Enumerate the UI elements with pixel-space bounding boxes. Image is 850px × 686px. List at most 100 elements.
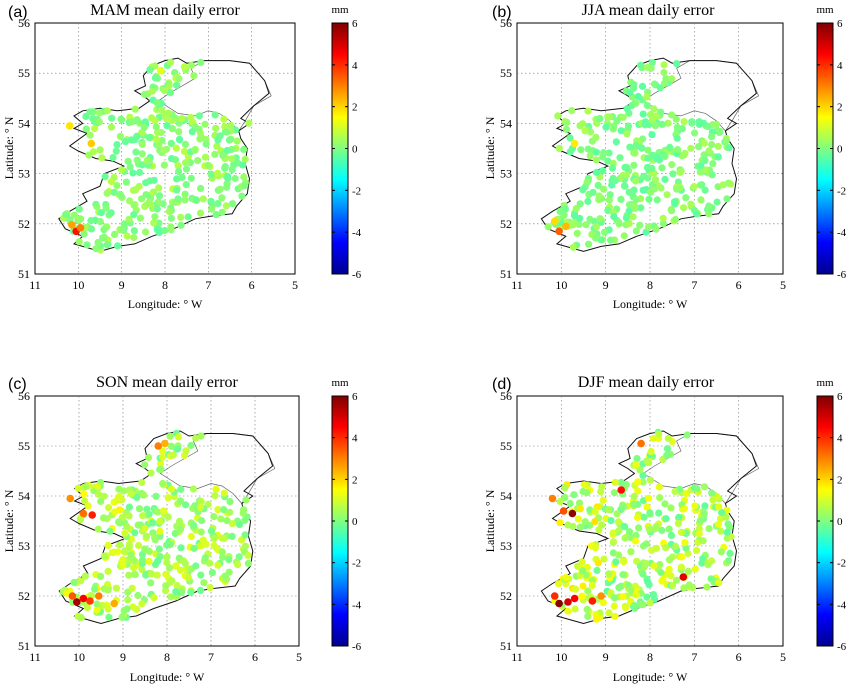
station-dot	[705, 202, 713, 210]
station-dot	[214, 200, 222, 208]
station-dot	[196, 503, 204, 511]
station-dot	[92, 245, 100, 253]
y-tick-label: 56	[500, 389, 512, 403]
colorbar: 6 4 2 0 -2 -4 -6	[816, 391, 847, 653]
station-dot-highlight	[562, 222, 570, 231]
station-dot	[651, 176, 660, 184]
station-dot-highlight	[156, 66, 165, 75]
stations	[59, 429, 252, 622]
station-dot	[214, 136, 222, 144]
station-dot	[167, 226, 175, 234]
station-dot	[172, 562, 180, 570]
station-dot	[649, 151, 657, 160]
station-dot	[633, 455, 641, 463]
station-dot	[566, 134, 574, 142]
station-dot	[214, 169, 222, 177]
station-dot	[165, 564, 174, 572]
map-plot: 11 10 9 8 7 6 5 51 52 53 54 55 56	[18, 389, 302, 664]
station-dot	[145, 134, 154, 142]
station-dot	[238, 536, 246, 544]
station-dot	[610, 122, 618, 130]
x-tick-label: 9	[603, 278, 609, 292]
station-dot	[133, 493, 141, 501]
x-axis-label: Longitude: ° W	[613, 297, 688, 311]
station-dot	[641, 118, 650, 126]
y-axis-label: Latitude: ° N	[483, 116, 497, 179]
station-dot	[615, 551, 623, 559]
station-dot	[611, 478, 619, 486]
station-dot	[708, 171, 716, 179]
station-dot	[576, 523, 585, 531]
station-dot	[167, 485, 175, 493]
station-dot-highlight	[555, 599, 563, 608]
colorbar-tick-label: 0	[837, 516, 843, 528]
station-dot	[687, 144, 695, 152]
station-dot	[97, 572, 105, 581]
station-dot	[224, 174, 232, 182]
station-dot	[601, 228, 609, 236]
station-dot	[722, 513, 730, 521]
station-dot	[566, 499, 574, 508]
station-dot	[166, 432, 174, 440]
station-dot	[112, 147, 120, 155]
station-dot	[155, 192, 164, 200]
station-dot	[241, 155, 249, 163]
station-dot	[123, 522, 131, 530]
x-axis-label: Longitude: ° W	[130, 670, 205, 684]
x-tick-label: 8	[647, 650, 653, 664]
station-dot	[690, 183, 698, 191]
station-dot	[677, 563, 686, 571]
colorbar-tick-label: -6	[837, 269, 847, 281]
station-dot	[213, 142, 221, 150]
station-dot	[126, 163, 134, 171]
station-dot	[192, 196, 200, 204]
station-dot	[200, 579, 208, 587]
station-dot	[592, 234, 600, 242]
station-dot	[646, 599, 654, 607]
colorbar-tick-label: -4	[352, 599, 362, 611]
panel-c: (c) SON mean daily error 11 10 9 8 7 6 5 51 52 53…	[2, 374, 362, 684]
station-dot	[636, 466, 644, 474]
station-dot	[569, 221, 577, 229]
station-dot	[584, 197, 592, 205]
station-dot	[211, 111, 219, 119]
station-dot	[116, 191, 125, 199]
y-tick-label: 53	[500, 167, 512, 181]
station-dot	[646, 111, 655, 119]
station-dot	[130, 201, 138, 209]
x-tick-label: 6	[736, 278, 742, 292]
station-dot	[168, 577, 176, 585]
station-dot	[593, 566, 601, 575]
station-dot	[93, 202, 101, 211]
station-dot	[241, 182, 249, 190]
station-dot	[145, 510, 153, 518]
station-dot	[168, 125, 176, 133]
station-dot	[700, 483, 709, 491]
colorbar-tick-label: -6	[837, 641, 847, 653]
station-dot	[151, 213, 159, 221]
station-dot	[605, 609, 613, 617]
station-dot	[244, 559, 252, 568]
station-dot	[612, 558, 620, 566]
station-dot	[652, 112, 660, 120]
station-dot	[208, 569, 216, 577]
station-dot	[220, 489, 228, 497]
station-dot-highlight	[161, 439, 169, 448]
station-dot	[697, 196, 705, 204]
station-dot	[86, 131, 94, 139]
station-dot	[244, 551, 252, 560]
station-dot	[636, 221, 644, 229]
station-dot	[74, 484, 82, 492]
station-dot	[703, 583, 711, 591]
station-dot	[233, 137, 241, 145]
x-tick-label: 8	[162, 278, 168, 292]
station-dot	[240, 173, 248, 181]
station-dot-highlight	[637, 439, 645, 448]
station-dot	[715, 503, 723, 511]
panel-d: (d) DJF mean daily error 11 10 9 8 7 6 5 51 52 53…	[483, 374, 847, 684]
station-dot-highlight	[88, 511, 96, 519]
station-dot	[684, 549, 692, 558]
panel-title: MAM mean daily error	[90, 2, 240, 19]
station-dot	[162, 115, 170, 123]
x-tick-label: 11	[29, 650, 41, 664]
